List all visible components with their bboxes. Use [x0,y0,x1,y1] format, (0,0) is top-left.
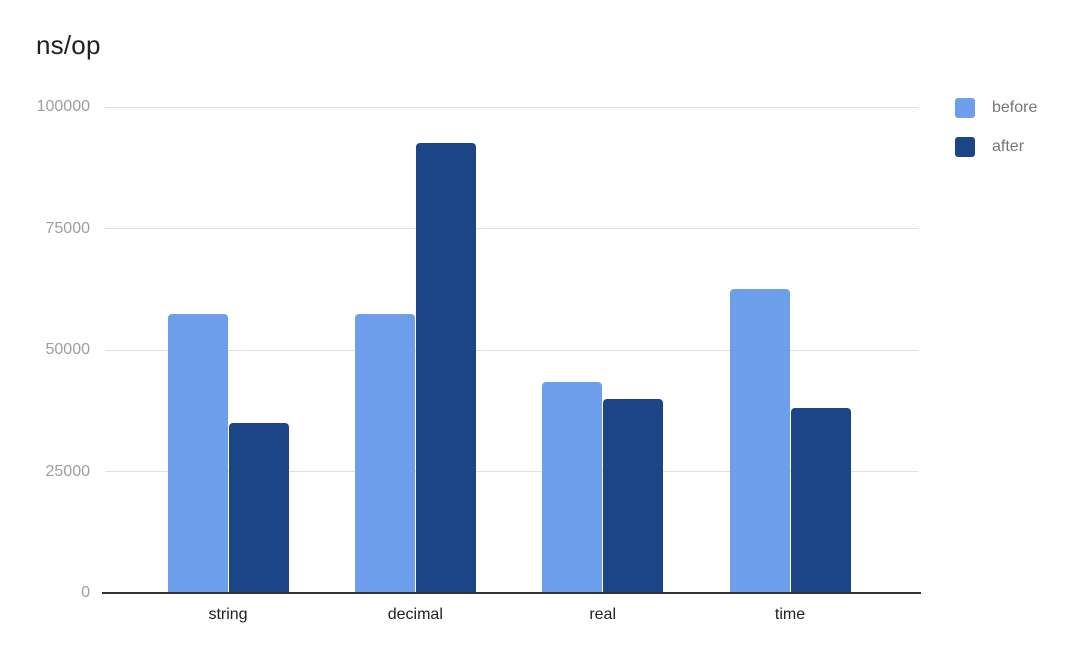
bar-after-decimal [415,143,476,593]
legend-item-after: after [955,137,1037,157]
bar-after-real [603,398,664,593]
gridline-75000 [105,228,918,229]
bar-before-time [729,289,790,593]
bar-after-time [790,408,851,593]
legend-item-before: before [955,98,1037,118]
x-tick-label-string: string [208,606,248,623]
legend-label-after: after [992,138,1025,155]
bar-before-string [167,313,228,593]
bar-before-real [542,381,603,593]
legend-swatch-after [955,137,975,157]
x-tick-label-decimal: decimal [387,606,443,623]
gridline-100000 [105,106,918,108]
chart-title: ns/op [36,30,101,60]
legend-swatch-before [955,98,975,118]
x-tick-label-time: time [774,606,806,623]
x-tick-label-real: real [589,606,616,623]
x-axis-line [102,592,921,594]
y-tick-label-75000: 75000 [45,219,91,237]
y-tick-label-100000: 100000 [36,98,90,115]
y-tick-label-0: 0 [81,584,90,601]
gridline-25000 [105,471,918,472]
bar-before-decimal [354,313,415,593]
gridline-50000 [105,349,918,351]
y-tick-label-25000: 25000 [45,462,91,480]
y-tick-label-50000: 50000 [45,341,91,358]
bar-after-string [228,422,289,593]
legend-label-before: before [992,99,1038,116]
legend: before after [955,98,1037,176]
